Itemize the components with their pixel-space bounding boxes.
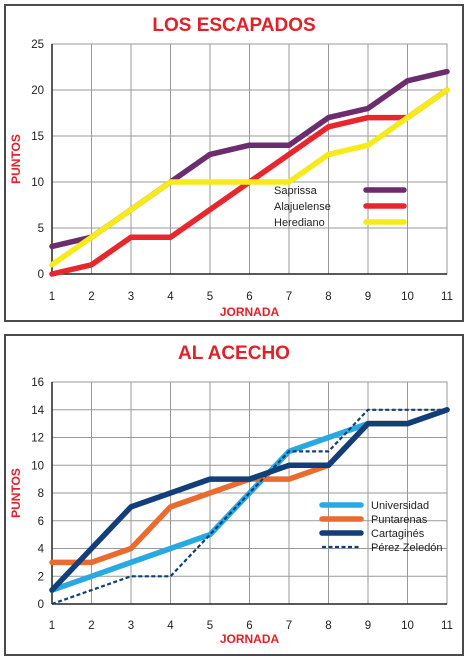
chart-title: LOS ESCAPADOS bbox=[152, 15, 315, 36]
legend-label-cartagines: Cartaginés bbox=[371, 528, 425, 540]
legend-label-universidad: Universidad bbox=[371, 500, 429, 512]
legend-label-saprissa: Saprissa bbox=[274, 185, 318, 197]
x-tick-label: 2 bbox=[88, 620, 94, 632]
chart-los-escapados: LOS ESCAPADOS 0 5 10 15 20 25 1 2 3 4 5 6 7 8 9 10 11 JORN… bbox=[9, 15, 453, 319]
chart-panel-los-escapados: LOS ESCAPADOS 0 5 10 15 20 25 1 2 3 4 5 6 7 8 9 10 11 JORN… bbox=[4, 4, 464, 322]
x-tick-label: 5 bbox=[207, 620, 213, 632]
x-axis-title: JORNADA bbox=[220, 305, 280, 319]
y-tick-label: 10 bbox=[31, 460, 44, 472]
y-tick-label: 0 bbox=[38, 599, 44, 611]
y-axis-title: PUNTOS bbox=[9, 134, 23, 184]
x-tick-label: 3 bbox=[128, 620, 134, 632]
legend: Universidad Puntarenas Cartaginés Pérez Zel… bbox=[319, 500, 443, 554]
x-tick-label: 10 bbox=[401, 620, 414, 632]
x-tick-label: 7 bbox=[286, 291, 292, 303]
x-tick-label: 6 bbox=[246, 620, 252, 632]
legend-label-perez-zeledon: Pérez Zeledón bbox=[371, 542, 443, 554]
x-tick-label: 1 bbox=[49, 620, 55, 632]
y-tick-label: 2 bbox=[38, 571, 44, 583]
grid bbox=[51, 43, 448, 275]
chart-title: AL ACECHO bbox=[178, 343, 290, 364]
x-tick-label: 11 bbox=[441, 620, 453, 632]
x-tick-label: 10 bbox=[401, 291, 414, 303]
x-tick-label: 7 bbox=[286, 620, 292, 632]
x-tick-label: 4 bbox=[167, 291, 174, 303]
series-line-herediano bbox=[49, 87, 450, 268]
x-tick-label: 8 bbox=[325, 291, 331, 303]
y-tick-label: 4 bbox=[38, 544, 45, 556]
y-axis-title: PUNTOS bbox=[9, 468, 23, 518]
chart-panel-al-acecho: AL ACECHO 0 2 4 6 8 10 12 14 16 1 2 3 4 5 6 7 8 9 10 11 JORNA… bbox=[4, 334, 464, 656]
x-tick-label: 2 bbox=[88, 291, 94, 303]
legend-label-herediano: Herediano bbox=[274, 217, 325, 229]
y-tick-label: 10 bbox=[31, 177, 44, 189]
y-tick-label: 14 bbox=[31, 405, 44, 417]
y-tick-label: 5 bbox=[38, 223, 44, 235]
x-tick-label: 5 bbox=[207, 291, 213, 303]
x-tick-label: 3 bbox=[128, 291, 134, 303]
x-tick-label: 1 bbox=[49, 291, 55, 303]
y-tick-label: 20 bbox=[31, 85, 44, 97]
legend-label-alajuelense: Alajuelense bbox=[274, 201, 331, 213]
legend-label-puntarenas: Puntarenas bbox=[371, 514, 428, 526]
x-tick-label: 11 bbox=[441, 291, 453, 303]
series-line-perez-zeledon bbox=[51, 408, 447, 606]
legend: Saprissa Alajuelense Herediano bbox=[274, 185, 407, 229]
y-tick-label: 25 bbox=[31, 39, 44, 51]
x-tick-label: 9 bbox=[365, 291, 371, 303]
x-tick-label: 9 bbox=[365, 620, 371, 632]
x-tick-label: 4 bbox=[167, 620, 174, 632]
y-tick-label: 16 bbox=[31, 377, 44, 389]
y-tick-label: 0 bbox=[38, 269, 44, 281]
series-line-cartagines bbox=[49, 407, 450, 593]
x-tick-label: 8 bbox=[325, 620, 331, 632]
y-tick-label: 12 bbox=[31, 433, 44, 445]
x-tick-label: 6 bbox=[246, 291, 252, 303]
x-axis-title: JORNADA bbox=[220, 632, 280, 646]
y-tick-label: 15 bbox=[31, 131, 44, 143]
y-tick-label: 6 bbox=[38, 516, 44, 528]
y-tick-label: 8 bbox=[38, 488, 44, 500]
